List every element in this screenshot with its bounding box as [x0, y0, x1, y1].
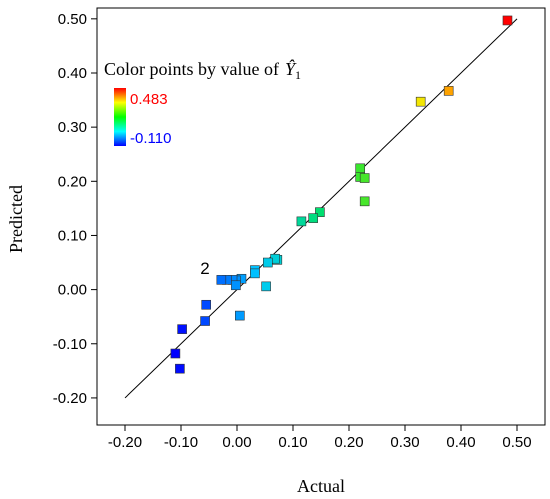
data-point	[200, 316, 210, 326]
data-point	[175, 363, 185, 374]
legend-title-prefix: Color points by value of	[104, 59, 279, 79]
data-point	[359, 173, 370, 183]
x-axis-title: Actual	[297, 476, 345, 496]
y-axis-title: Predicted	[6, 185, 26, 253]
data-point	[262, 257, 273, 268]
legend-title-subscript: 1	[295, 68, 301, 82]
y-tick-label: 0.50	[58, 11, 87, 28]
data-point	[170, 348, 181, 359]
data-point	[502, 15, 513, 26]
legend-title: Color points by value of Ŷ1	[104, 58, 301, 82]
data-point	[261, 281, 271, 292]
data-point	[201, 299, 211, 310]
x-tick-label: 0.00	[222, 434, 251, 451]
y-tick-label: 0.20	[58, 173, 87, 190]
y-tick-label: -0.20	[53, 390, 87, 407]
data-points	[170, 15, 513, 374]
axis-ticks: -0.20 -0.10 0.00 0.10 0.20 0.30 0.40 0.50 -0.20 -…	[53, 11, 532, 451]
data-point	[415, 96, 426, 107]
y-tick-label: -0.10	[53, 336, 87, 353]
x-tick-label: 0.40	[446, 434, 475, 451]
legend-color-bar	[114, 88, 126, 146]
legend-max-label: 0.483	[130, 91, 168, 108]
overlap-count-label: 2	[200, 259, 209, 278]
data-point	[250, 268, 260, 279]
data-point	[359, 196, 370, 207]
x-tick-label: -0.20	[108, 434, 142, 451]
data-point	[443, 86, 454, 96]
plot-frame	[96, 7, 546, 426]
x-tick-label: 0.30	[390, 434, 419, 451]
x-tick-label: 0.50	[502, 434, 531, 451]
x-tick-label: 0.10	[278, 434, 307, 451]
y-tick-label: 0.30	[58, 119, 87, 136]
data-point	[231, 280, 241, 291]
data-point	[296, 216, 307, 227]
data-point	[216, 275, 227, 285]
y-tick-label: 0.00	[58, 282, 87, 299]
legend-min-label: -0.110	[130, 130, 171, 147]
data-point	[315, 207, 325, 217]
data-point	[355, 163, 366, 174]
x-tick-label: 0.20	[334, 434, 363, 451]
legend-title-symbol: Ŷ	[285, 58, 297, 79]
data-point	[308, 213, 318, 223]
data-point	[177, 324, 187, 334]
y-tick-label: 0.40	[58, 65, 87, 82]
y-tick-label: 0.10	[58, 227, 87, 244]
legend: Color points by value of Ŷ1 0.483 -0.110	[104, 58, 301, 147]
data-point	[235, 310, 245, 321]
x-tick-label: -0.10	[164, 434, 198, 451]
